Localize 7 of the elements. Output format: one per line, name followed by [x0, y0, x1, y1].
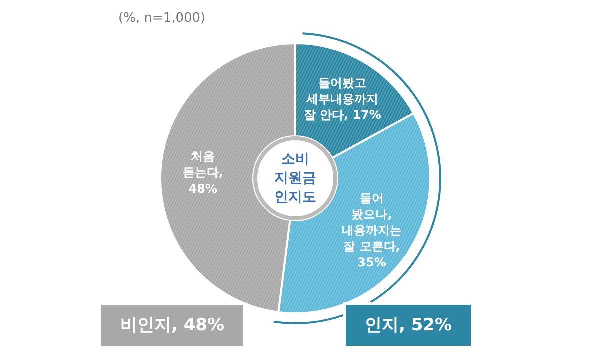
text: 비인지, 48%: [120, 316, 225, 336]
slice-label: 들어 봤으나, 내용까지는 잘 모른다, 35%: [342, 191, 402, 270]
text: 인지, 52%: [364, 316, 452, 336]
text: 소비 지원금 인지도: [274, 151, 316, 206]
chart-subtitle: (%, n=1,000): [118, 11, 206, 26]
slice-label: 처음 듣는다, 48%: [182, 150, 224, 196]
slice-label: 들어봤고 세부내용까지 잘 안다, 17%: [304, 76, 382, 122]
